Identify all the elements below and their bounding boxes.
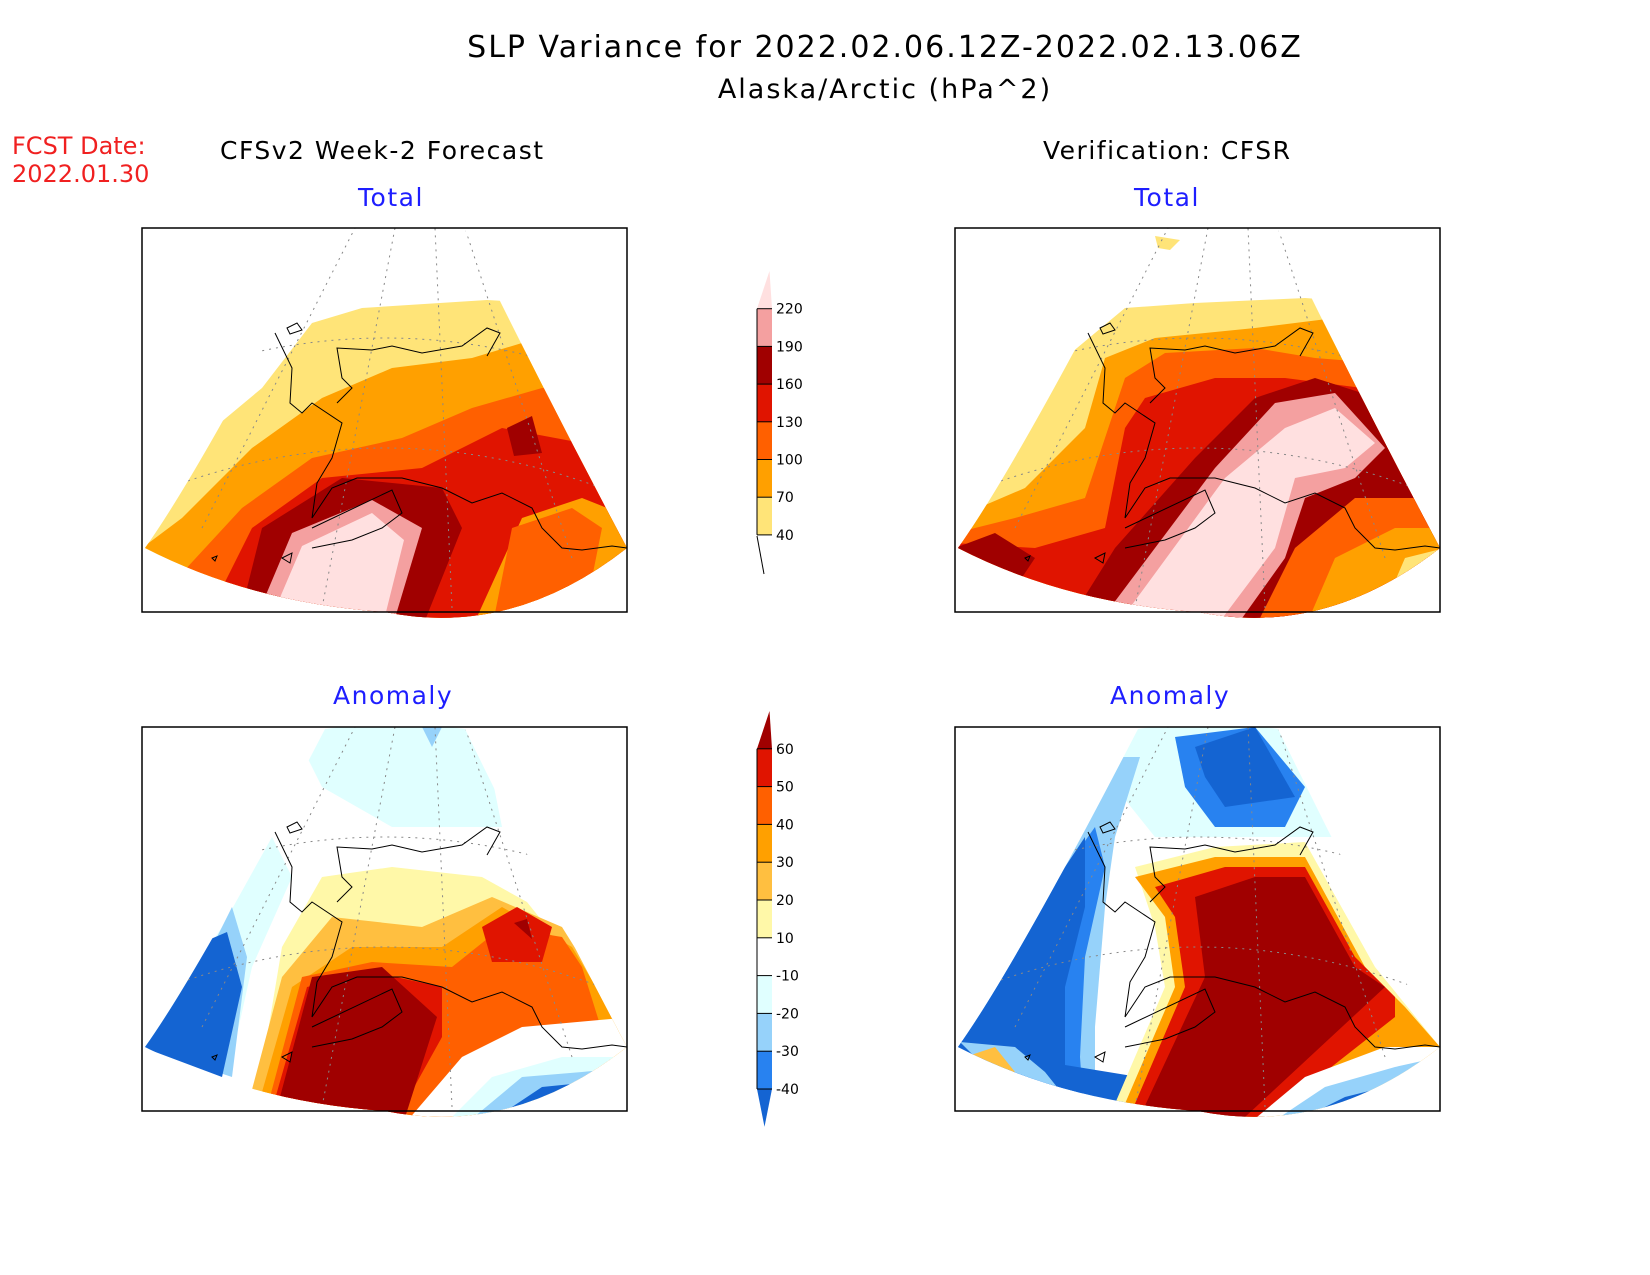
island-outline [1024,821,1116,1063]
fcst-date-label: FCST Date: [12,132,146,160]
colorbar-band [757,975,772,1014]
colorbar-arrow-bottom [757,1089,772,1127]
verification-total-title: Total [1134,183,1200,212]
graticule-line [958,447,1440,499]
contour-band [1155,236,1180,250]
graticule-line [1247,227,1266,609]
colorbar-band [757,900,772,938]
panel-frame [954,726,1441,1112]
coastline [274,327,627,551]
graticule-line [1277,726,1386,1058]
forecast-total-panel [141,225,628,618]
contour-band [1115,408,1375,618]
panel-frame [954,227,1441,613]
colorbar-band [757,459,772,498]
contour-band [507,416,542,456]
contour-band [267,513,404,618]
anomaly-colorbar: 60 50 40 30 20 10 -10 -20 -30 -40 [756,711,799,1127]
colorbar-tick-label: 160 [776,377,803,393]
colorbar-tick-label: 190 [776,339,803,355]
colorbar-arrow-top [757,271,772,309]
colorbar-band [757,824,772,863]
contour-band [422,727,442,747]
colorbar-tick-label: 50 [776,780,794,796]
colorbar-tick-label: 220 [776,302,803,318]
graticule-line [1134,227,1209,609]
island-outline [211,322,303,564]
graticule-line [1014,726,1169,1028]
forecast-anomaly-title: Anomaly [333,681,454,710]
total-colorbar-extension [756,535,765,575]
colorbar-band [757,862,772,900]
contour-band [1195,727,1295,807]
graticule-line [1134,726,1209,1108]
figure-subtitle: Alaska/Arctic (hPa^2) [717,74,1053,105]
verification-anomaly-title: Anomaly [1110,681,1231,710]
contour-band [292,727,502,827]
colorbar-tick-label: 20 [776,893,794,909]
colorbar-tick-label: 100 [776,453,803,469]
colorbar-tick-label: 30 [776,855,794,871]
coastline [1087,327,1440,551]
colorbar-arrow-top [757,711,772,749]
graticule-line [958,946,1440,998]
colorbar-band [757,421,772,460]
panel-frame [141,726,628,1112]
graticule-line [434,726,453,1108]
graticule-line [434,227,453,609]
colorbar-band [757,1051,772,1089]
colorbar-tick-label: -20 [776,1006,799,1022]
verification-total-panel [954,225,1441,618]
colorbar-band [757,346,772,385]
island-outline [1024,322,1116,564]
graticule-line [464,227,573,559]
panel-frame [141,227,628,613]
graticule-line [1247,726,1266,1108]
graticule-line [321,726,396,1108]
colorbar-tick-label: 60 [776,742,794,758]
fcst-date-value: 2022.01.30 [12,160,150,188]
forecast-anomaly-panel [141,724,628,1117]
contour-band [514,919,532,939]
contour-band [482,907,552,962]
coastline [274,826,627,1050]
figure-title: SLP Variance for 2022.02.06.12Z-2022.02.… [467,30,1303,65]
colorbar-tick-label: -40 [776,1082,799,1098]
contour-band [958,837,1440,1117]
colorbar-tick-label: 130 [776,415,803,431]
verification-column-heading: Verification: CFSR [1043,136,1292,165]
graticule-line [464,726,573,1058]
graticule-line [1277,227,1386,559]
forecast-column-heading: CFSv2 Week-2 Forecast [220,136,545,165]
colorbar-band [757,497,772,535]
colorbar-tick-label: 40 [776,528,794,544]
graticule-line [145,946,627,998]
verification-anomaly-panel [954,724,1441,1117]
colorbar-band [757,937,772,976]
graticule-line [145,447,627,499]
colorbar-tick-label: 70 [776,490,794,506]
colorbar-band [757,748,772,787]
total-colorbar: 220 190 160 130 100 70 40 [756,271,803,544]
colorbar-band [757,308,772,347]
graticule-line [321,227,396,609]
colorbar-band [757,786,772,825]
colorbar-tick-label: -30 [776,1044,799,1060]
colorbar-band [757,1013,772,1052]
colorbar-band [757,384,772,422]
forecast-total-title: Total [358,183,424,212]
colorbar-tick-label: -10 [776,969,799,985]
graticule-line [201,227,356,529]
colorbar-tick-label: 10 [776,931,794,947]
island-outline [211,821,303,1063]
colorbar-tick-label: 40 [776,817,794,833]
graticule-line [1014,227,1169,529]
coastline [1087,826,1440,1050]
contour-band [145,932,242,1077]
graticule-line [201,726,356,1028]
